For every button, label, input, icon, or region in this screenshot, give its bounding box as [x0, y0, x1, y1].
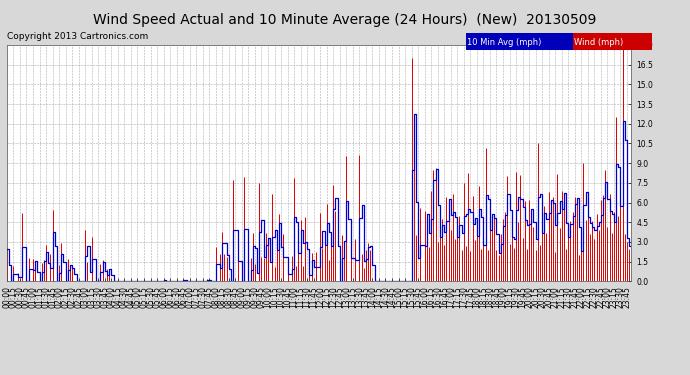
Text: Wind Speed Actual and 10 Minute Average (24 Hours)  (New)  20130509: Wind Speed Actual and 10 Minute Average … — [93, 13, 597, 27]
Text: Copyright 2013 Cartronics.com: Copyright 2013 Cartronics.com — [7, 32, 148, 41]
Text: 10 Min Avg (mph): 10 Min Avg (mph) — [467, 38, 542, 47]
Text: Wind (mph): Wind (mph) — [574, 38, 623, 47]
